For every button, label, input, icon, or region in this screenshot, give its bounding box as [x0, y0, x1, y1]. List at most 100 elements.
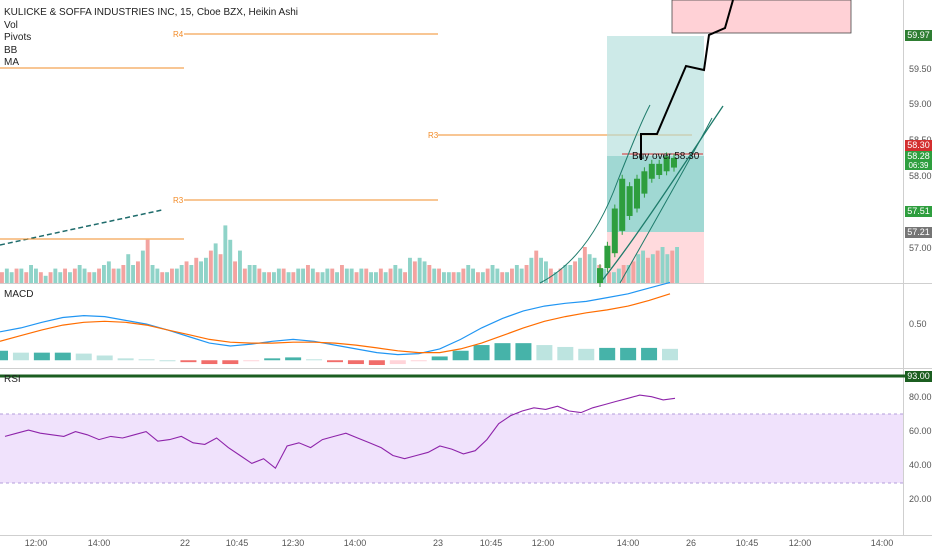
candle: [671, 157, 677, 168]
price-tag-last: 58.28: [905, 151, 932, 161]
volume-bar: [534, 250, 539, 283]
time-tick: 10:45: [480, 538, 503, 548]
position-target-zone[interactable]: [607, 36, 704, 156]
macd-histogram-bar: [138, 359, 155, 361]
volume-bar: [446, 272, 451, 283]
volume-bar: [170, 268, 174, 283]
volume-bar: [398, 268, 403, 283]
volume-bar: [184, 261, 189, 283]
volume-bar: [58, 272, 63, 283]
volume-bar: [631, 261, 636, 283]
volume-bar: [553, 272, 558, 283]
position-stop-zone[interactable]: [607, 232, 704, 283]
pivot-label-r4: R4: [173, 30, 184, 39]
volume-bar: [208, 250, 213, 283]
volume-bar: [43, 275, 48, 283]
volume-bar: [218, 254, 223, 283]
volume-bar: [199, 261, 203, 283]
macd-histogram-bar: [96, 355, 113, 361]
volume-bar: [325, 268, 330, 283]
buy-annotation[interactable]: Buy over 58.30: [632, 151, 700, 162]
volume-bar: [291, 272, 296, 283]
macd-histogram-bar: [306, 359, 323, 361]
indicator-bb[interactable]: BB: [4, 44, 18, 56]
target-box[interactable]: [671, 0, 852, 34]
indicator-vol[interactable]: Vol: [4, 19, 18, 31]
volume-bar: [272, 272, 276, 283]
volume-bar: [612, 272, 616, 283]
volume-bar: [359, 268, 364, 283]
volume-bar: [4, 268, 9, 283]
macd-label[interactable]: MACD: [4, 289, 34, 300]
volume-bar: [393, 265, 398, 283]
macd-histogram-bar: [473, 345, 490, 361]
candle: [634, 178, 640, 209]
time-axis[interactable]: 12:00 14:00 22 10:45 12:30 14:00 23 10:45 12:00 1…: [25, 538, 894, 548]
time-tick: 12:30: [282, 538, 305, 548]
time-tick: 23: [433, 538, 443, 548]
price-tag-ma: 57.21: [905, 227, 932, 238]
volume-bar: [252, 265, 257, 283]
volume-bar: [116, 268, 121, 283]
volume-bar: [63, 268, 67, 283]
volume-bar: [665, 254, 670, 283]
volume-bar: [92, 272, 97, 283]
volume-bar: [500, 272, 505, 283]
volume-bar: [0, 272, 4, 283]
volume-bar: [587, 254, 592, 283]
macd-histogram-bar: [599, 347, 616, 361]
symbol-title[interactable]: KULICKE & SOFFA INDUSTRIES INC, 15, Cboe…: [4, 7, 298, 18]
volume-bar: [267, 272, 271, 283]
volume-bar: [53, 268, 58, 283]
volume-bar: [286, 272, 291, 283]
volume-bar: [38, 272, 43, 283]
volume-bar: [539, 257, 543, 283]
volume-bar: [607, 272, 611, 283]
volume-bar: [165, 272, 169, 283]
volume-bar: [573, 261, 577, 283]
projection-path[interactable]: [640, 0, 734, 160]
volume-bar: [519, 268, 524, 283]
volume-bar: [160, 272, 165, 283]
macd-histogram-bar: [180, 360, 197, 363]
macd-histogram-bar: [12, 352, 29, 361]
volume-bar: [330, 268, 335, 283]
volume-bar: [223, 225, 228, 283]
indicator-ma[interactable]: MA: [4, 57, 19, 68]
volume-bar: [262, 272, 267, 283]
time-tick: 14:00: [871, 538, 894, 548]
macd-histogram-bar: [620, 347, 637, 361]
macd-histogram-bar: [54, 352, 71, 361]
candle: [619, 178, 626, 231]
volume-bar: [529, 257, 534, 283]
volume-bar: [383, 272, 388, 283]
price-tick: 59.50: [909, 64, 932, 74]
volume-bar: [102, 265, 106, 283]
volume-bar: [408, 257, 412, 283]
volume-bar: [315, 272, 320, 283]
volume-bar: [602, 268, 607, 283]
volume-bar: [14, 268, 19, 283]
heikin-ashi-candles: [597, 152, 677, 287]
macd-histogram-bar: [431, 356, 448, 361]
volume-bar: [68, 272, 72, 283]
time-tick: 10:45: [226, 538, 249, 548]
bollinger-mid: [619, 117, 713, 284]
volume-bar: [558, 268, 563, 283]
volume-bar: [388, 268, 393, 283]
rsi-line: [4, 394, 676, 470]
volume-bar: [456, 272, 461, 283]
rsi-label[interactable]: RSI: [4, 374, 21, 385]
volume-bar: [194, 257, 199, 283]
macd-histogram-bar: [264, 358, 281, 361]
volume-bar: [72, 268, 77, 283]
volume-bar: [582, 247, 587, 283]
indicator-pivots[interactable]: Pivots: [4, 32, 32, 43]
candle: [626, 186, 633, 216]
macd-histogram-bar: [452, 350, 469, 361]
volume-bar: [126, 254, 131, 283]
volume-bar: [310, 268, 315, 283]
volume-bars: [0, 225, 679, 283]
macd-histogram-bar: [389, 360, 406, 365]
